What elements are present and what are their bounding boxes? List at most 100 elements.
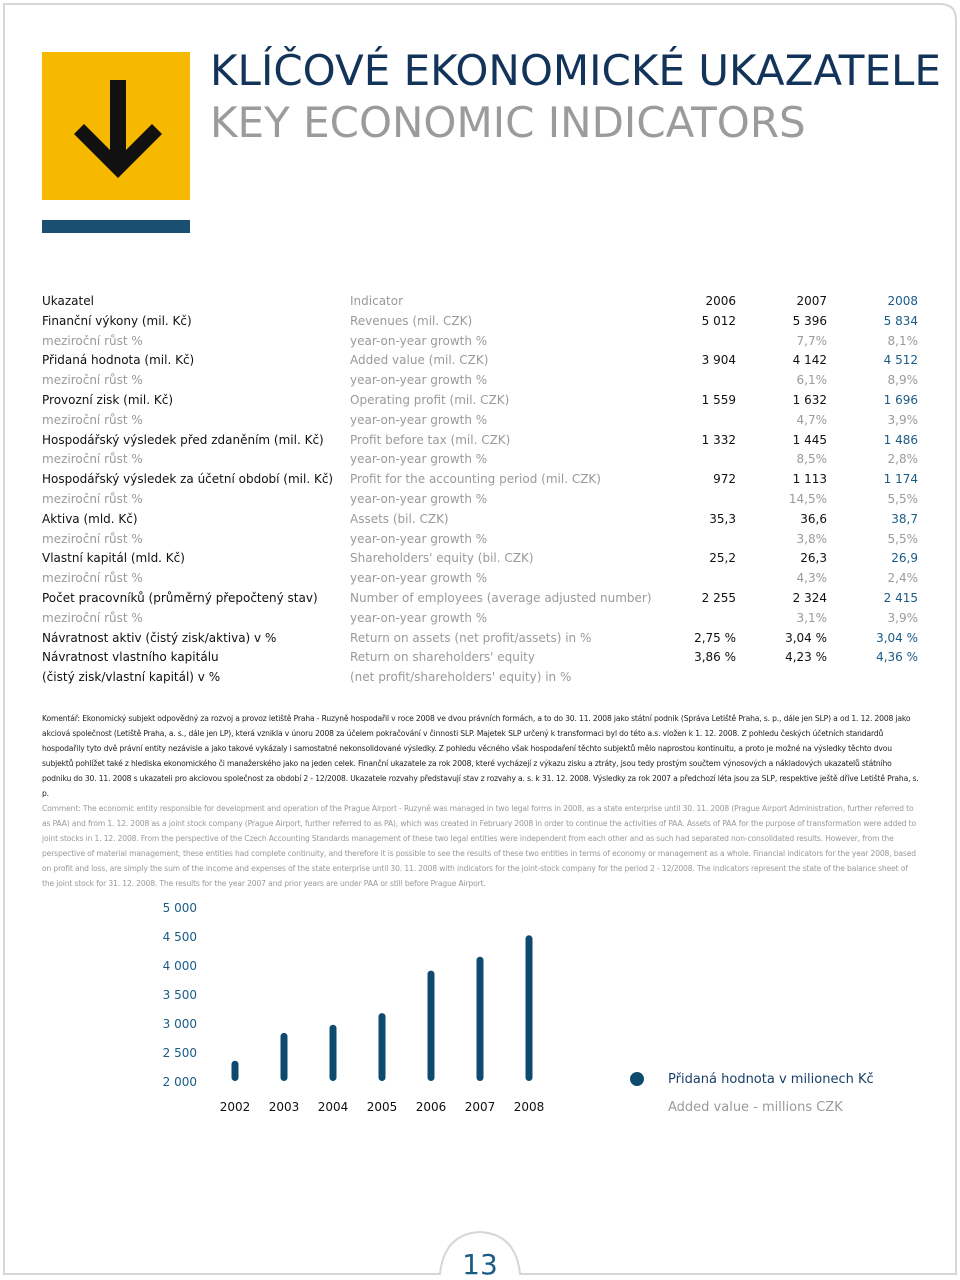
comment-en: Comment: The economic entity responsible… [42,804,916,888]
growth-label-en: year-on-year growth % [350,610,488,625]
bar [329,1024,337,1081]
value: 1 445 [792,432,827,447]
y-tick-label: 4 500 [163,930,197,944]
value: 5 012 [701,313,736,328]
header-cell: 2008 [887,294,918,308]
row-label-en: Revenues (mil. CZK) [350,313,473,328]
growth-label-en: year-on-year growth % [350,492,488,506]
growth-label: meziroční růst % [42,610,143,625]
value: 3,86 % [694,650,736,665]
value: 25,2 [709,551,736,566]
bar [525,935,533,1081]
growth-label-en: year-on-year growth % [350,571,488,586]
bar [231,1060,239,1081]
subtitle: KEY ECONOMIC INDICATORS [210,98,806,147]
growth-value: 5,5% [887,531,919,546]
header-cell: Indicator [350,294,404,308]
value: 4 142 [792,353,827,368]
growth-label: meziroční růst % [42,412,143,427]
value: 4 512 [883,353,918,368]
row-label: Finanční výkony (mil. Kč) [42,313,192,328]
growth-value: 8,1% [887,333,919,348]
arrow-icon [74,80,162,178]
value: 3,04 % [785,630,827,645]
value: 38,7 [891,511,918,526]
row-label-en: Return on shareholders' equity [350,650,535,665]
growth-value: 4,7% [796,412,828,427]
growth-value: 8,9% [887,373,919,388]
y-tick-label: 5 000 [163,901,197,915]
y-tick-label: 3 000 [163,1017,197,1031]
bar [378,1013,386,1081]
growth-value: 3,9% [887,412,919,427]
row-label: (čistý zisk/vlastní kapitál) v % [42,670,221,685]
growth-value: 2,8% [887,452,919,467]
y-tick-label: 3 500 [163,988,197,1002]
legend-marker [630,1072,644,1086]
comment: Komentář: Ekonomický subjekt odpovědný z… [42,711,920,891]
value: 3 904 [701,353,736,368]
growth-label-en: year-on-year growth % [350,452,488,467]
x-tick-label: 2008 [514,1100,545,1114]
row-label-en: Profit for the accounting period (mil. C… [350,472,601,487]
row-label-en: Assets (bil. CZK) [350,511,449,526]
row-label: Aktiva (mld. Kč) [42,511,138,526]
row-label-en: Added value (mil. CZK) [350,353,489,368]
bar [280,1032,288,1081]
bar [427,970,435,1081]
value: 5 834 [883,313,918,328]
row-label: Provozní zisk (mil. Kč) [42,393,173,407]
x-tick-label: 2006 [416,1100,447,1114]
value: 35,3 [709,511,736,526]
y-tick-label: 4 000 [163,959,197,973]
value: 1 696 [883,393,918,407]
header-cell: 2006 [705,294,736,308]
value: 1 486 [883,432,918,447]
row-label-en: (net profit/shareholders' equity) in % [350,670,572,685]
value: 36,6 [800,511,827,526]
growth-label: meziroční růst % [42,452,143,467]
title: KLÍČOVÉ EKONOMICKÉ UKAZATELE [210,45,941,95]
value: 26,3 [800,551,827,566]
logo-bar [42,220,190,233]
value: 4,23 % [785,650,827,665]
value: 3,04 % [876,630,918,645]
row-label: Hospodářský výsledek před zdaněním (mil.… [42,432,324,447]
page-number: 13 [462,1248,498,1280]
row-label-en: Profit before tax (mil. CZK) [350,432,511,447]
value: 2 255 [701,591,736,605]
growth-label: meziroční růst % [42,492,143,506]
y-tick-label: 2 000 [163,1075,197,1089]
chart: 2 000 2 500 3 000 3 500 4 000 4 500 5 000 2002 2… [163,901,874,1115]
row-label: Návratnost aktiv (čistý zisk/aktiva) v % [42,630,277,645]
x-tick-label: 2004 [318,1100,349,1114]
value: 2,75 % [694,630,736,645]
value: 972 [713,472,736,487]
growth-value: 14,5% [788,492,827,506]
page-border [3,3,957,1275]
row-label-en: Number of employees (average adjusted nu… [350,591,652,605]
bar [476,956,484,1081]
value: 26,9 [891,551,918,566]
growth-label: meziroční růst % [42,373,143,388]
row-label-en: Operating profit (mil. CZK) [350,393,510,407]
x-tick-label: 2007 [465,1100,496,1114]
legend-label: Přidaná hodnota v milionech Kč [668,1072,874,1087]
value: 5 396 [792,313,827,328]
growth-label: meziroční růst % [42,531,143,546]
growth-label-en: year-on-year growth % [350,531,488,546]
row-label-en: Return on assets (net profit/assets) in … [350,630,592,645]
x-tick-label: 2002 [220,1100,251,1114]
value: 1 113 [792,472,827,487]
value: 2 324 [792,591,827,605]
growth-label-en: year-on-year growth % [350,412,488,427]
growth-label: meziroční růst % [42,333,143,348]
legend-label-en: Added value - millions CZK [668,1100,843,1115]
value: 4,36 % [876,650,918,665]
growth-value: 5,5% [887,492,919,506]
growth-value: 7,7% [796,333,828,348]
growth-value: 6,1% [796,373,828,388]
row-label: Počet pracovníků (průměrný přepočtený st… [42,591,318,605]
y-tick-label: 2 500 [163,1046,197,1060]
